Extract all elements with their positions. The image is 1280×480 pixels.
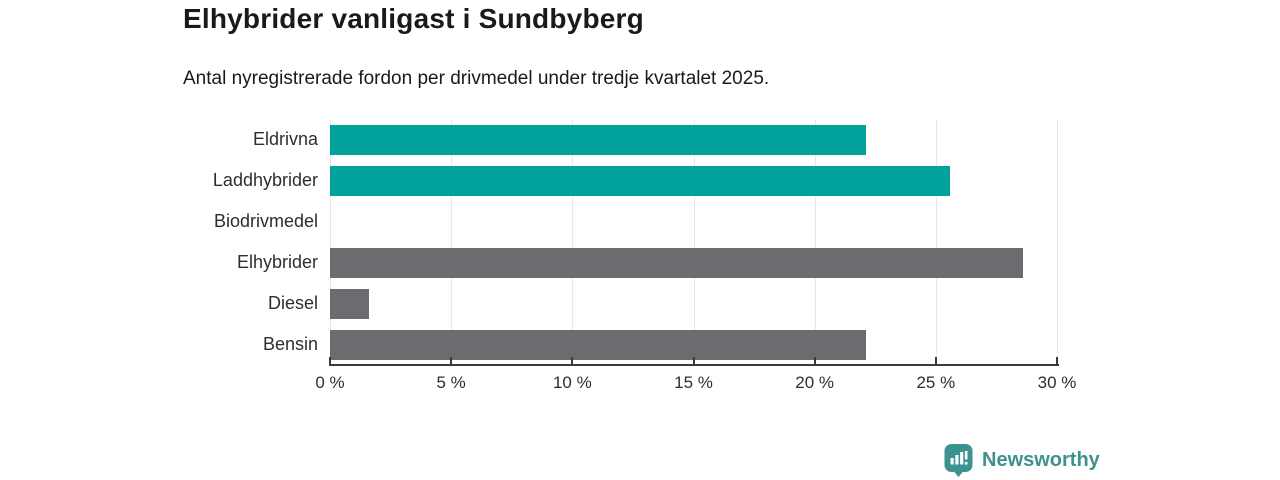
gridline-5 (451, 119, 453, 364)
chart-title: Elhybrider vanligast i Sundbyberg (183, 3, 644, 34)
x-axis-tick-label-30: 30 % (1037, 373, 1077, 392)
chart-subtitle: Antal nyregistrerade fordon per drivmede… (183, 68, 770, 89)
y-axis-label-laddhybrider: Laddhybrider (212, 170, 318, 190)
bar-diesel (330, 288, 369, 319)
x-axis-tick-15 (692, 357, 695, 366)
y-axis-label-bensin: Bensin (262, 334, 318, 354)
y-axis-label-biodrivmedel: Biodrivmedel (213, 211, 318, 231)
newsworthy-logo: Newsworthy (944, 444, 1100, 477)
bar-elhybrider (330, 247, 1024, 278)
y-axis-label-elhybrider: Elhybrider (236, 252, 318, 272)
x-axis-tick-label-0: 0 % (315, 373, 345, 392)
x-axis-tick-label-5: 5 % (436, 373, 466, 392)
x-axis-tick-20 (813, 357, 816, 366)
gridline-15 (693, 119, 695, 364)
y-axis-labels: Eldrivna Laddhybrider Biodrivmedel Elhybrid… (0, 119, 318, 365)
plot-area (330, 119, 1058, 365)
y-axis-label-eldrivna: Eldrivna (252, 129, 318, 149)
x-axis-tick-10 (571, 357, 574, 366)
bar-laddhybrider (330, 165, 951, 196)
x-axis-tick-25 (934, 357, 937, 366)
gridline-10 (572, 119, 574, 364)
bar-chart-speech-bubble-icon (944, 444, 973, 477)
x-axis-tick-0 (329, 357, 331, 366)
y-axis-label-diesel: Diesel (267, 293, 318, 313)
newsworthy-logo-text: Newsworthy (982, 449, 1100, 471)
x-axis-tick-label-10: 10 % (552, 373, 592, 392)
x-axis-tick-30 (1056, 357, 1058, 366)
gridline-20 (814, 119, 816, 364)
x-axis-tick-label-20: 20 % (795, 373, 835, 392)
gridline-25 (935, 119, 937, 364)
gridline-0 (330, 119, 331, 364)
x-axis-tick-labels: 0 % 5 % 10 % 15 % 20 % 25 % 30 % (315, 373, 1076, 397)
gridline-30 (1057, 119, 1058, 364)
bar-eldrivna (330, 124, 866, 155)
bar-bensin (330, 329, 866, 360)
x-axis-tick-label-15: 15 % (674, 373, 713, 392)
x-axis-line (329, 357, 1059, 366)
x-axis-tick-5 (450, 357, 453, 366)
x-axis-tick-label-25: 25 % (916, 373, 956, 392)
